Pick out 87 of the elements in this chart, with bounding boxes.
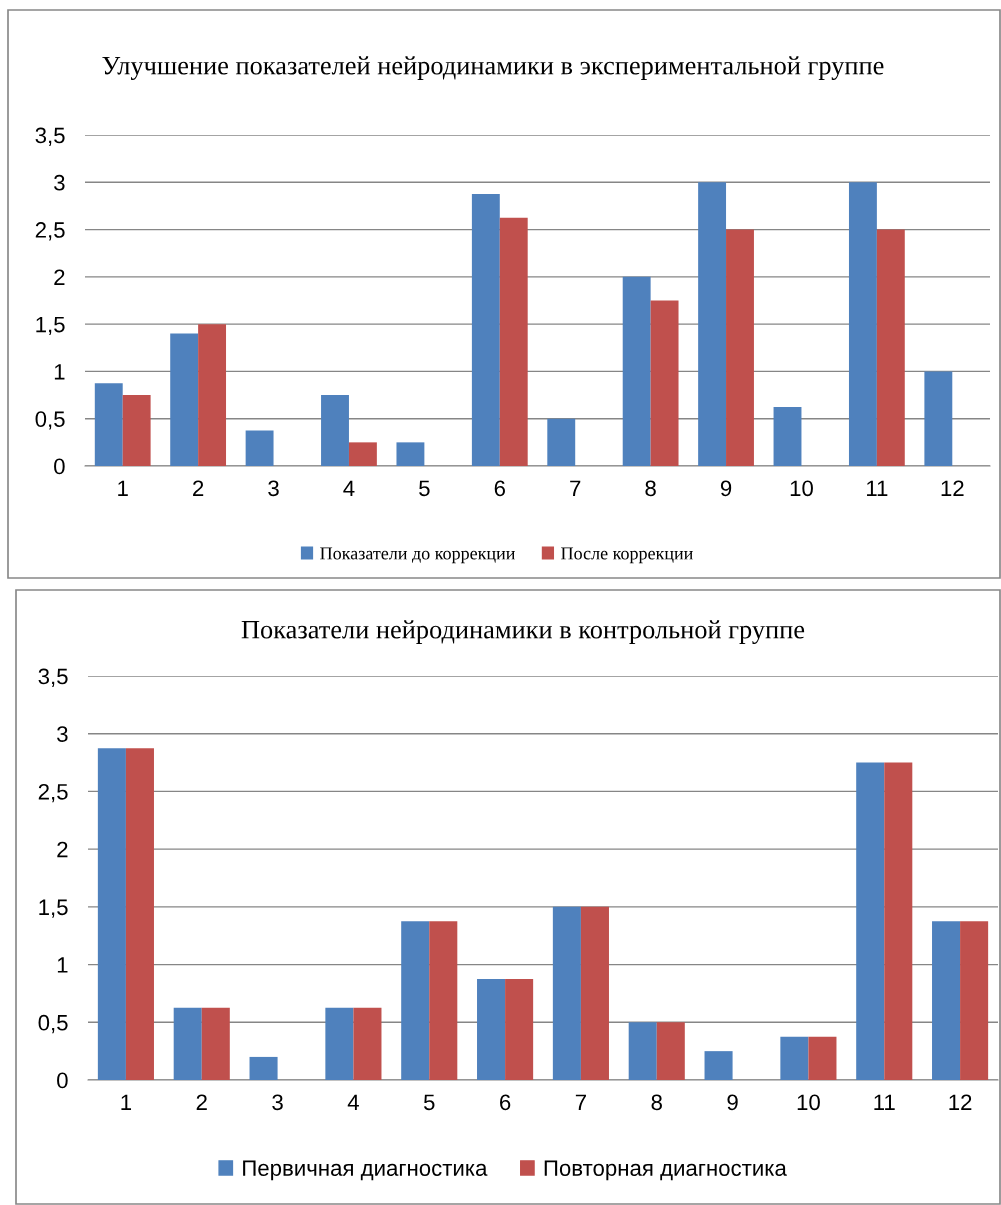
x-tick-label: 8 bbox=[645, 480, 656, 497]
x-tick-label: 6 bbox=[494, 480, 505, 497]
x-tick-label: 10 bbox=[790, 480, 813, 497]
bar bbox=[960, 921, 989, 1080]
x-tick-label: 8 bbox=[651, 1094, 662, 1111]
x-tick-label: 12 bbox=[949, 1094, 972, 1110]
bar bbox=[477, 979, 506, 1080]
bar bbox=[552, 906, 581, 1080]
bar bbox=[401, 921, 430, 1080]
y-tick-label: 1,5 bbox=[39, 899, 68, 918]
y-tick-label: 2 bbox=[54, 269, 65, 285]
bar bbox=[505, 979, 534, 1080]
y-tick-label: 3,5 bbox=[38, 668, 68, 687]
legend-label: Повторная диагностика bbox=[544, 1160, 787, 1181]
bar bbox=[628, 1022, 657, 1080]
bar bbox=[321, 395, 349, 466]
x-tick-label: 11 bbox=[874, 1094, 895, 1110]
x-tick-label: 2 bbox=[196, 1094, 207, 1110]
legend-label: После коррекции bbox=[561, 547, 693, 564]
x-tick-label: 9 bbox=[720, 480, 732, 497]
y-tick-label: 1 bbox=[54, 364, 65, 380]
bar bbox=[249, 1056, 278, 1080]
bar bbox=[924, 371, 953, 466]
bar bbox=[780, 1036, 809, 1080]
x-tick-label: 5 bbox=[423, 1094, 435, 1111]
x-tick-label: 6 bbox=[500, 1094, 511, 1111]
bar bbox=[580, 906, 609, 1080]
bar bbox=[808, 1036, 837, 1080]
legend-label: Показатели до коррекции bbox=[320, 547, 515, 564]
y-tick-label: 0,5 bbox=[38, 1014, 68, 1034]
y-tick-label: 3,5 bbox=[35, 127, 65, 146]
bar bbox=[622, 276, 651, 466]
x-tick-label: 3 bbox=[268, 480, 279, 497]
bar bbox=[396, 442, 425, 466]
bar bbox=[471, 194, 500, 466]
bar bbox=[97, 748, 126, 1080]
bar bbox=[884, 762, 913, 1080]
x-tick-label: 10 bbox=[797, 1094, 820, 1111]
bar bbox=[170, 333, 199, 466]
bar bbox=[173, 1007, 202, 1080]
bar bbox=[698, 182, 727, 466]
bar bbox=[650, 300, 679, 466]
bar bbox=[547, 418, 576, 466]
x-tick-label: 11 bbox=[867, 480, 888, 496]
x-tick-label: 4 bbox=[343, 480, 355, 496]
bar bbox=[932, 921, 961, 1080]
bar bbox=[704, 1051, 733, 1080]
x-tick-label: 2 bbox=[193, 480, 204, 496]
bar bbox=[125, 748, 154, 1080]
bar bbox=[245, 430, 274, 466]
y-tick-label: 2,5 bbox=[38, 783, 68, 803]
x-tick-label: 12 bbox=[941, 480, 964, 496]
bar bbox=[198, 324, 227, 466]
x-tick-label: 9 bbox=[727, 1094, 738, 1111]
legend-label: Первичная диагностика bbox=[243, 1160, 488, 1181]
y-tick-label: 3 bbox=[54, 174, 65, 191]
chart-title: Показатели нейродинамики в контрольной группе bbox=[241, 620, 805, 644]
bar bbox=[325, 1007, 354, 1080]
x-tick-label: 7 bbox=[570, 480, 581, 496]
y-tick-label: 2 bbox=[57, 841, 68, 858]
chart-title: Улучшение показателей нейродинамики в экспериментальной группе bbox=[102, 56, 884, 80]
bar bbox=[499, 217, 528, 466]
x-tick-label: 3 bbox=[272, 1094, 283, 1111]
bar bbox=[773, 406, 802, 466]
bar bbox=[726, 229, 754, 466]
x-tick-label: 1 bbox=[118, 480, 128, 496]
y-tick-label: 0 bbox=[57, 1072, 68, 1089]
bar bbox=[201, 1007, 230, 1080]
x-tick-label: 4 bbox=[347, 1094, 359, 1110]
bar bbox=[656, 1022, 685, 1080]
y-tick-label: 1 bbox=[57, 957, 68, 973]
x-tick-label: 7 bbox=[575, 1094, 586, 1110]
bar bbox=[353, 1007, 382, 1080]
bar bbox=[848, 182, 877, 466]
y-tick-label: 3 bbox=[57, 726, 68, 742]
y-tick-label: 0,5 bbox=[35, 411, 65, 430]
bar bbox=[429, 921, 458, 1080]
x-tick-label: 1 bbox=[121, 1094, 132, 1110]
bar bbox=[876, 229, 905, 466]
bar bbox=[856, 762, 885, 1080]
y-tick-label: 1,5 bbox=[36, 316, 65, 336]
x-tick-label: 5 bbox=[419, 480, 430, 497]
y-tick-label: 2,5 bbox=[35, 222, 65, 241]
bar bbox=[94, 383, 123, 466]
bar bbox=[348, 442, 377, 466]
y-tick-label: 0 bbox=[54, 458, 65, 475]
bar bbox=[122, 395, 151, 466]
